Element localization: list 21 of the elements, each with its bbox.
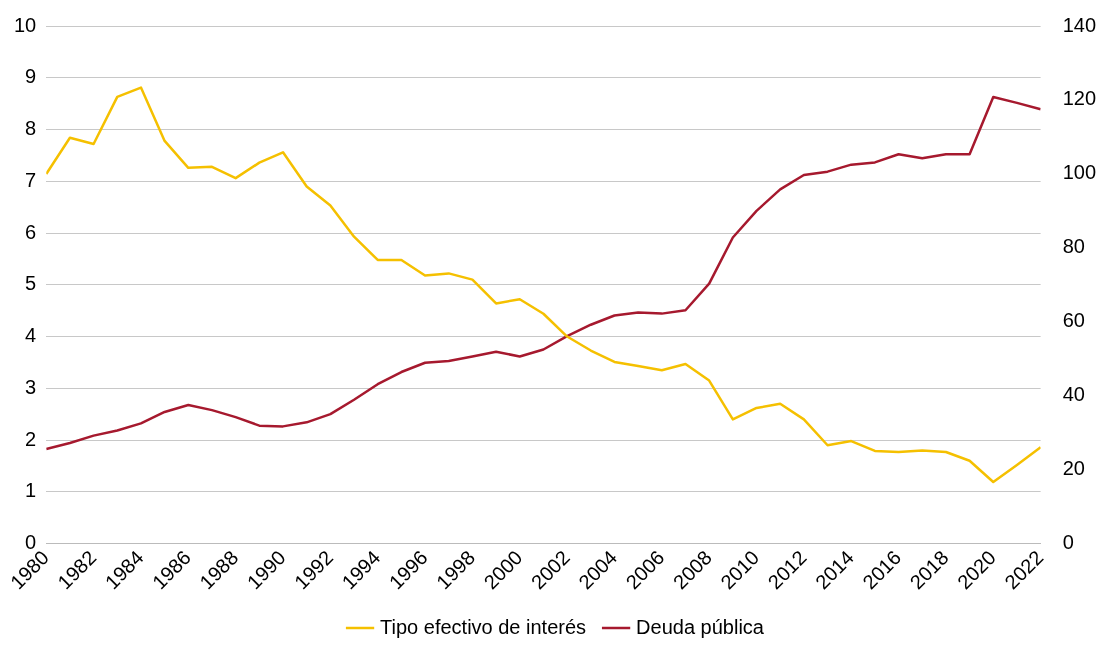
y-tick-label: 9 — [25, 65, 37, 88]
y2-tick-label: 40 — [1062, 383, 1085, 406]
y-tick-label: 0 — [25, 531, 37, 554]
y2-tick-label: 100 — [1062, 161, 1097, 184]
y-tick-label: 3 — [25, 375, 37, 398]
y-tick-label: 7 — [25, 168, 37, 191]
y-tick-label: 2 — [25, 427, 37, 450]
y-tick-label: 1 — [25, 479, 37, 502]
y-tick-label: 8 — [25, 117, 37, 140]
legend-label: Tipo efectivo de interés — [380, 615, 587, 638]
y-tick-label: 5 — [25, 272, 37, 295]
legend-label: Deuda pública — [636, 615, 765, 638]
y-tick-label: 4 — [25, 324, 37, 347]
y2-tick-label: 80 — [1062, 235, 1085, 258]
y2-tick-label: 20 — [1062, 457, 1085, 480]
y-tick-label: 6 — [25, 220, 37, 243]
y2-tick-label: 60 — [1062, 309, 1085, 332]
y2-tick-label: 140 — [1062, 13, 1097, 36]
y2-tick-label: 0 — [1062, 531, 1074, 554]
y2-tick-label: 120 — [1062, 87, 1097, 110]
y-tick-label: 10 — [14, 13, 37, 36]
